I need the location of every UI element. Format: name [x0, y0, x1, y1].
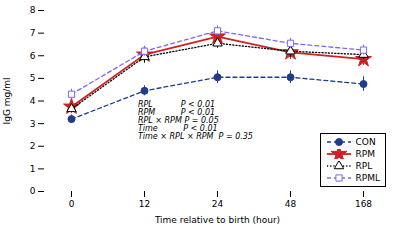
html-text:RPL: RPL: [355, 161, 373, 171]
html-text:CON: CON: [355, 137, 376, 147]
svg-text:8: 8: [30, 5, 36, 15]
svg-text:Time relative to birth (hour): Time relative to birth (hour): [154, 215, 280, 225]
svg-text:0: 0: [30, 186, 36, 196]
svg-text:7: 7: [30, 28, 36, 38]
svg-text:4: 4: [30, 96, 36, 106]
svg-text:RPL P < 0.01RPM: RPL P < 0.01RPM P < 0.01RPL × RPM P = 0.…: [138, 100, 253, 141]
svg-text:12: 12: [139, 199, 150, 209]
svg-text:24: 24: [212, 199, 224, 209]
svg-text:IgG mg/ml: IgG mg/ml: [2, 78, 12, 125]
html-text:RPM: RPM: [355, 149, 375, 159]
html-text:RPML: RPML: [355, 173, 380, 183]
svg-text:6: 6: [30, 51, 36, 61]
svg-text:168: 168: [355, 199, 372, 209]
svg-text:3: 3: [30, 119, 36, 129]
svg-text:5: 5: [30, 73, 36, 83]
svg-text:0: 0: [69, 199, 75, 209]
svg-text:48: 48: [285, 199, 297, 209]
svg-text:2: 2: [30, 141, 36, 151]
svg-text:1: 1: [30, 164, 36, 174]
